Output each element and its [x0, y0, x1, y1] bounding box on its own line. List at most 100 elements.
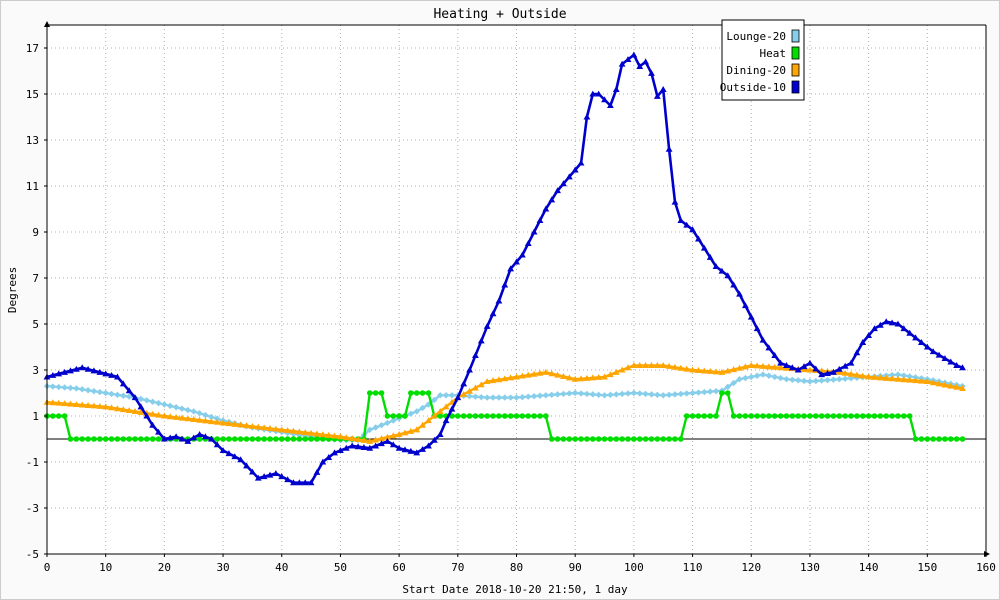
data-point-heat: [901, 413, 907, 419]
data-point-lounge-20: [771, 373, 778, 381]
data-point-dining-20: [366, 437, 374, 444]
data-point-lounge-20: [742, 374, 749, 382]
data-point-heat: [79, 436, 86, 442]
y-tick-label: 7: [32, 272, 39, 285]
data-point-dining-20: [78, 401, 86, 408]
data-point-heat: [930, 436, 936, 442]
data-point-outside-10: [395, 444, 403, 451]
data-point-outside-10: [348, 442, 356, 449]
data-point-heat: [848, 413, 854, 419]
data-point-heat: [595, 436, 602, 442]
data-point-heat: [572, 436, 578, 442]
data-point-heat: [760, 413, 766, 419]
data-point-dining-20: [266, 425, 274, 431]
data-point-lounge-20: [61, 384, 68, 391]
data-point-outside-10: [477, 337, 485, 344]
data-point-dining-20: [906, 376, 914, 383]
data-point-dining-20: [119, 406, 127, 413]
data-point-outside-10: [812, 365, 820, 372]
data-point-lounge-20: [900, 372, 908, 379]
data-point-dining-20: [166, 413, 174, 420]
data-point-lounge-20: [525, 393, 532, 400]
data-point-heat: [813, 413, 819, 419]
data-point-heat: [607, 436, 614, 442]
data-point-dining-20: [736, 364, 743, 371]
data-point-heat: [519, 413, 526, 419]
legend-label: Outside-10: [720, 81, 786, 94]
data-point-outside-10: [800, 363, 808, 370]
y-tick-label: -3: [26, 502, 39, 515]
data-point-heat: [472, 413, 479, 419]
data-point-lounge-20: [748, 373, 755, 381]
data-point-lounge-20: [437, 392, 444, 399]
data-point-outside-10: [436, 431, 444, 437]
data-point-outside-10: [788, 364, 796, 371]
data-point-lounge-20: [519, 393, 526, 401]
data-point-heat: [537, 413, 543, 419]
data-point-dining-20: [472, 384, 479, 391]
data-point-dining-20: [260, 424, 268, 431]
series-outside-10: [43, 51, 966, 486]
data-point-heat: [942, 436, 948, 442]
data-point-dining-20: [72, 401, 80, 408]
data-point-lounge-20: [55, 383, 62, 391]
data-point-heat: [936, 436, 942, 442]
data-point-heat: [196, 436, 203, 442]
data-point-lounge-20: [701, 388, 708, 396]
y-tick-label: 13: [26, 134, 39, 147]
data-point-outside-10: [225, 450, 233, 457]
data-point-lounge-20: [577, 390, 585, 397]
data-point-lounge-20: [413, 408, 420, 415]
data-point-dining-20: [96, 402, 104, 409]
data-point-outside-10: [313, 468, 321, 475]
data-point-outside-10: [565, 173, 573, 180]
data-point-lounge-20: [824, 376, 831, 384]
x-tick-label: 0: [44, 561, 51, 574]
data-point-dining-20: [378, 435, 385, 442]
data-point-outside-10: [84, 365, 92, 372]
data-point-heat: [742, 413, 749, 419]
data-point-dining-20: [460, 390, 468, 397]
data-point-dining-20: [425, 417, 432, 424]
data-point-dining-20: [84, 402, 92, 408]
data-point-heat: [460, 413, 467, 419]
data-point-lounge-20: [213, 415, 221, 422]
data-point-heat: [578, 436, 584, 442]
data-point-dining-20: [712, 368, 720, 375]
data-point-outside-10: [96, 368, 104, 375]
data-point-dining-20: [337, 433, 344, 440]
data-point-outside-10: [207, 435, 215, 442]
x-tick-label: 40: [275, 561, 288, 574]
data-point-heat: [273, 436, 279, 442]
data-point-lounge-20: [161, 401, 168, 408]
data-point-outside-10: [213, 441, 221, 448]
data-point-outside-10: [894, 320, 902, 327]
data-point-outside-10: [695, 235, 702, 242]
data-point-heat: [525, 413, 532, 419]
data-point-heat: [138, 436, 144, 442]
data-point-dining-20: [853, 371, 861, 378]
data-point-dining-20: [730, 366, 738, 373]
data-point-dining-20: [290, 427, 297, 434]
grid-lines: [47, 25, 986, 555]
data-point-outside-10: [683, 221, 691, 228]
data-point-heat: [296, 436, 303, 442]
data-point-dining-20: [307, 429, 315, 436]
data-point-lounge-20: [167, 402, 174, 410]
data-point-lounge-20: [172, 404, 180, 411]
data-point-dining-20: [207, 418, 215, 425]
data-point-lounge-20: [554, 391, 561, 398]
data-point-outside-10: [900, 325, 908, 332]
data-point-outside-10: [618, 60, 626, 67]
data-point-dining-20: [554, 371, 561, 378]
data-point-lounge-20: [536, 392, 544, 399]
data-point-dining-20: [859, 372, 867, 379]
data-point-dining-20: [178, 414, 186, 421]
data-point-outside-10: [501, 281, 509, 288]
data-point-dining-20: [841, 369, 849, 376]
data-point-outside-10: [196, 431, 203, 437]
data-point-outside-10: [518, 251, 526, 258]
data-point-dining-20: [231, 420, 239, 427]
data-point-heat: [613, 436, 620, 442]
